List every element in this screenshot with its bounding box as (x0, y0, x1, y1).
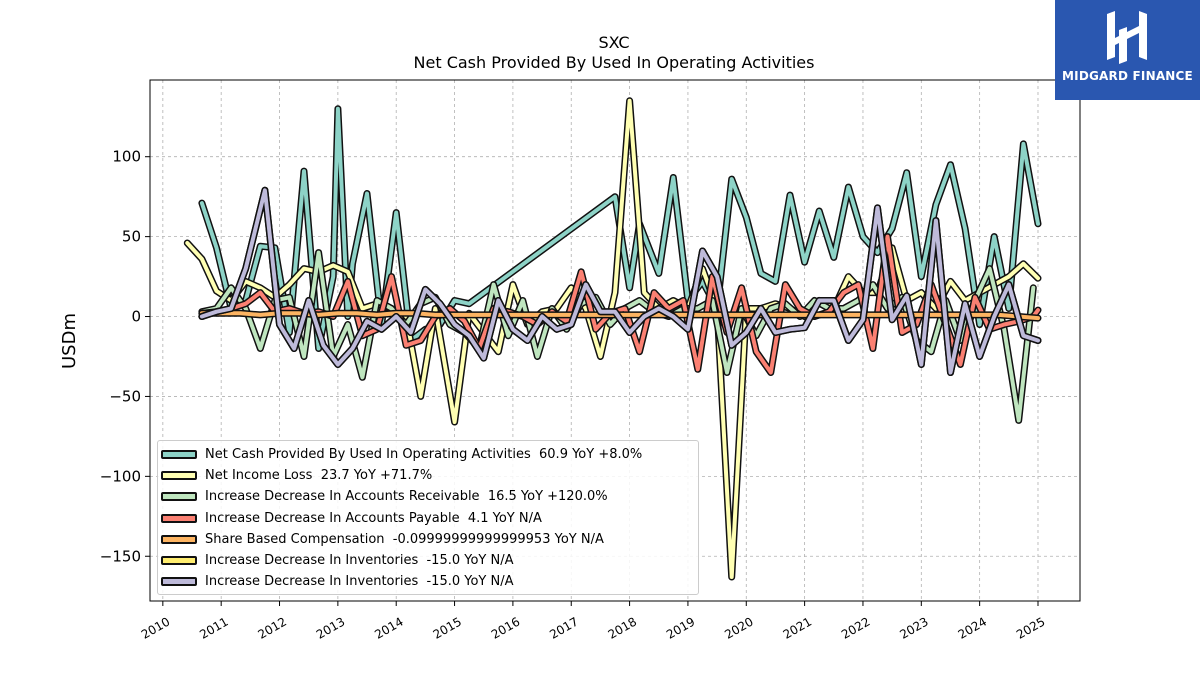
x-tick-label: 2015 (431, 614, 464, 641)
legend-label: Net Cash Provided By Used In Operating A… (205, 447, 643, 462)
legend: Net Cash Provided By Used In Operating A… (157, 440, 699, 595)
series-line (199, 106, 1040, 351)
y-tick-label: 50 (122, 228, 141, 246)
x-tick-label: 2021 (781, 614, 814, 641)
x-tick-label: 2018 (606, 614, 639, 641)
legend-label: Increase Decrease In Inventories -15.0 Y… (205, 574, 514, 590)
series-1 (183, 97, 1042, 581)
y-tick-label: −150 (100, 547, 141, 565)
y-tick-label: 0 (131, 308, 141, 326)
x-tick-label: 2023 (897, 614, 930, 641)
brand-name: MIDGARD FINANCE (1062, 69, 1193, 83)
legend-item: Net Cash Provided By Used In Operating A… (158, 444, 642, 465)
legend-label: Increase Decrease In Accounts Payable 4.… (205, 510, 542, 526)
y-ticks: 100 50 0 −50 −100 −150 (100, 148, 150, 565)
legend-item: Share Based Compensation -0.099999999999… (158, 529, 604, 550)
series-0 (198, 105, 1042, 352)
x-tick-label: 2014 (372, 614, 405, 641)
y-tick-label: −50 (109, 387, 141, 405)
plot-frame (149, 79, 1081, 602)
legend-swatch (161, 513, 197, 523)
legend-item: Increase Decrease In Inventories -15.0 Y… (158, 550, 514, 571)
x-ticks: 2010 2011 2012 2013 2014 2015 2016 2017 2018 2019… (139, 601, 1047, 642)
brand-logo: MIDGARD FINANCE (1055, 0, 1200, 100)
x-tick-label: 2020 (722, 614, 755, 641)
x-tick-label: 2011 (197, 614, 230, 641)
brand-logo-icon (1107, 11, 1147, 64)
legend-item: Increase Decrease In Accounts Payable 4.… (158, 508, 542, 529)
series-layer (183, 97, 1042, 581)
legend-swatch (161, 577, 197, 587)
legend-item: Net Income Loss 23.7 YoY +71.7% (158, 465, 432, 486)
x-tick-label: 2022 (839, 614, 872, 641)
legend-label: Increase Decrease In Inventories -15.0 Y… (205, 553, 514, 568)
legend-swatch (161, 534, 197, 544)
x-tick-label: 2019 (664, 614, 697, 641)
y-tick-label: −100 (100, 467, 141, 485)
x-tick-label: 2024 (956, 614, 989, 641)
chart-subtitle: Net Cash Provided By Used In Operating A… (414, 53, 815, 72)
x-tick-label: 2012 (256, 614, 289, 641)
x-tick-label: 2013 (314, 614, 347, 641)
chart-title: SXC (598, 33, 629, 52)
legend-label: Increase Decrease In Accounts Receivable… (205, 489, 608, 505)
legend-swatch (161, 492, 197, 502)
legend-item: Increase Decrease In Inventories -15.0 Y… (158, 571, 514, 592)
legend-label: Net Income Loss 23.7 YoY +71.7% (205, 468, 433, 484)
series-6 (198, 186, 1042, 376)
x-tick-label: 2025 (1014, 614, 1047, 641)
x-tick-label: 2017 (547, 614, 580, 641)
x-tick-label: 2010 (139, 614, 172, 641)
legend-swatch (161, 471, 197, 481)
series-line (199, 234, 1040, 375)
legend-label: Share Based Compensation -0.099999999999… (205, 531, 604, 547)
legend-item: Increase Decrease In Accounts Receivable… (158, 486, 608, 507)
legend-swatch (161, 450, 197, 459)
legend-swatch (161, 556, 197, 565)
series-3 (198, 233, 1042, 376)
y-axis-label: USDm (59, 313, 80, 369)
series-line (185, 98, 1040, 579)
series-line (199, 188, 1040, 375)
y-tick-label: 100 (112, 148, 141, 166)
x-tick-label: 2016 (489, 614, 522, 641)
